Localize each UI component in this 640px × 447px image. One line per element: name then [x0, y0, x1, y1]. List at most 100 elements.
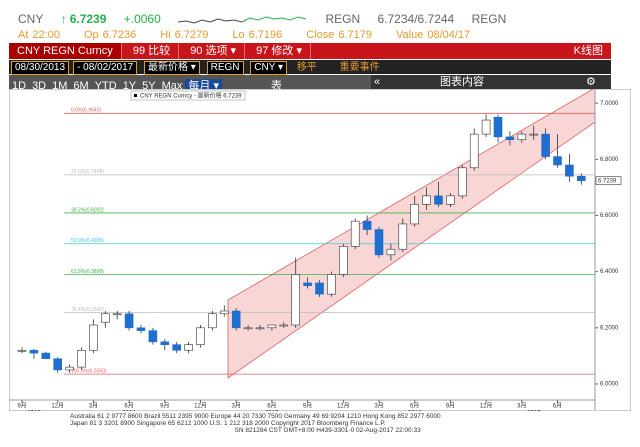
x-tick-label: 3月 — [517, 403, 526, 410]
chart-content[interactable]: 图表内容 — [440, 76, 484, 88]
candle-body — [255, 327, 265, 330]
x-tick-label: 3月 — [374, 403, 383, 410]
button[interactable]: 97 修改 ▾ — [248, 43, 311, 59]
candle-body — [505, 136, 515, 141]
button[interactable]: 90 选项 ▾ — [182, 43, 246, 59]
fib-label: 76.4%(6.2542) — [71, 307, 104, 313]
footer-line: Australia 61 2 9777 8600 Brazil 5511 239… — [70, 413, 441, 420]
candle-body — [481, 119, 491, 135]
footer: Australia 61 2 9777 8600 Brazil 5511 239… — [70, 413, 441, 434]
right-tools: « 图表内容 ⚙ — [371, 75, 611, 89]
x-tick-label: 3月 — [89, 403, 98, 410]
y-tick-label: 6.6000 — [600, 213, 619, 219]
x-tick-label: 9月 — [303, 403, 312, 410]
footer-line: SN 821284 CST GMT+8:00 H439-3301-0 02-Au… — [234, 427, 421, 434]
candle-body — [422, 195, 431, 205]
field[interactable]: 最新价格 ▾ — [144, 61, 200, 75]
candle-body — [101, 313, 110, 323]
candle-body — [172, 344, 181, 351]
stat: Lo 6.7196 — [232, 29, 294, 41]
x-tick-label: 9月 — [160, 403, 169, 410]
x-tick-label: 6月 — [410, 403, 419, 410]
x-tick-label: 12月 — [194, 403, 207, 410]
candle-body — [303, 282, 312, 287]
source: REGN — [325, 12, 361, 26]
candle-body — [65, 366, 74, 371]
settings-icon[interactable]: ⚙ — [586, 76, 596, 88]
end-date[interactable]: - 08/02/2017 — [73, 61, 138, 75]
ticker: CNY — [18, 12, 44, 26]
currency[interactable]: CNY ▾ — [250, 61, 288, 75]
settings-row: 08/30/2013- 08/02/2017 最新价格 ▾ REGN CNY ▾… — [9, 60, 611, 75]
candle-body — [410, 203, 420, 225]
candle-body — [291, 274, 301, 326]
stat-value: 6.7236 — [102, 29, 137, 41]
stat-label: Hi — [160, 29, 171, 41]
stat: Close 6.7179 — [306, 29, 384, 41]
stat-label: Op — [83, 29, 99, 41]
candle-body — [208, 313, 217, 329]
chart: CNY REGN Curncy - 最新价格 6.7239 6.0000 6.20… — [9, 89, 631, 411]
candle-body — [327, 274, 336, 295]
stats-row: At 22:00 Op 6.7236 Hi 6.7279 Lo 6.7196 Close 6.71… — [18, 29, 494, 41]
y-tick-label: 6.2000 — [600, 325, 619, 331]
candle-body — [267, 324, 277, 329]
candle-body — [374, 229, 384, 256]
candle-body — [29, 349, 39, 354]
candle-body — [469, 133, 479, 169]
x-tick-label: 12月 — [337, 403, 350, 410]
fib-label: 61.8%(6.3898) — [71, 269, 104, 275]
candle-body — [89, 324, 98, 351]
stat-label: Close — [306, 29, 335, 41]
candle-body — [541, 133, 550, 157]
candle-body — [17, 349, 27, 352]
last-price-tag — [595, 176, 622, 186]
collapse-button[interactable]: « — [374, 76, 381, 88]
x-tick-label: 3月 — [232, 403, 241, 410]
fib-label: 38.2%(6.6092) — [71, 207, 104, 213]
stat-value: 22:00 — [32, 29, 60, 41]
y-tick-label: 6.4000 — [600, 269, 619, 275]
fib-label: 50.0%(6.4995) — [71, 238, 104, 244]
candle-body — [148, 330, 158, 343]
stat-value: 6.7279 — [174, 29, 209, 41]
fib-label: 0.0%(6.9640) — [71, 108, 101, 114]
candle-body — [231, 310, 241, 329]
button[interactable]: 99 比较 — [125, 43, 180, 59]
table-button[interactable]: 表 — [270, 80, 282, 92]
candle-body — [493, 116, 503, 138]
y-tick-label: 6.8000 — [600, 157, 619, 163]
change: +.0060 — [123, 12, 161, 26]
candle-body — [553, 156, 562, 166]
x-tick-label: 12月 — [480, 403, 493, 410]
candle-body — [517, 133, 527, 141]
y-tick-label: 6.0000 — [600, 382, 619, 388]
candle-body — [184, 344, 193, 351]
stat-value: 6.7179 — [338, 29, 373, 41]
candle-body — [362, 220, 372, 230]
stat: Op 6.7236 — [84, 29, 148, 41]
bid-ask: 6.7234/6.7244 — [377, 12, 455, 26]
start-date[interactable]: 08/30/2013 — [11, 61, 70, 75]
x-tick-label: 6月 — [553, 403, 562, 410]
candle-body — [136, 327, 146, 331]
arrow: ↑ — [60, 12, 67, 26]
y-tick-label: 7.0000 — [600, 101, 619, 107]
candle-body — [457, 167, 467, 197]
legend-box — [130, 90, 246, 101]
candle-body — [350, 220, 360, 247]
candle-body — [112, 313, 122, 316]
stat: At 22:00 — [18, 29, 72, 41]
stat: Value 08/04/17 — [396, 29, 482, 41]
toggle[interactable]: 重要事件 — [339, 62, 380, 73]
candle-body — [53, 358, 63, 371]
source[interactable]: REGN — [206, 61, 244, 75]
stat-label: At — [18, 29, 29, 41]
security[interactable]: CNY REGN Curncy — [9, 43, 122, 59]
x-tick-label: 9月 — [446, 403, 455, 410]
toggle[interactable]: 移平 — [296, 62, 317, 73]
source: REGN — [471, 12, 507, 26]
chart-type[interactable]: K线图 — [573, 45, 603, 57]
candle-body — [338, 246, 348, 275]
stat: Hi 6.7279 — [160, 29, 220, 41]
